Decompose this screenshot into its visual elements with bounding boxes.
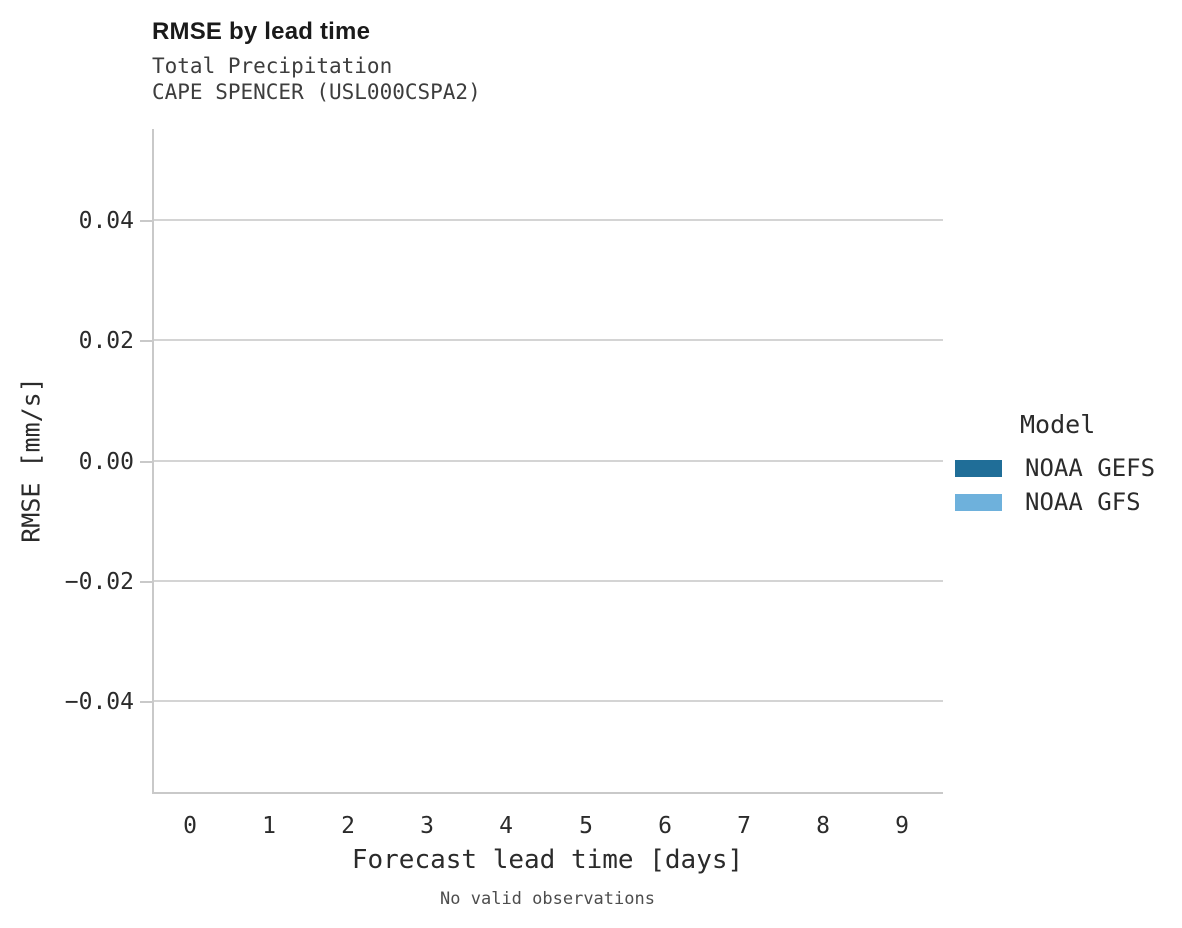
gridline-0.02	[154, 339, 943, 341]
y-tick-label: 0.04	[78, 208, 134, 234]
legend-swatch-noaa-gefs-icon	[955, 459, 1002, 477]
x-tick-label: 2	[341, 813, 355, 839]
x-tick-label: 5	[579, 813, 593, 839]
gridline-0.04	[154, 219, 943, 221]
x-tick-label: 3	[420, 813, 434, 839]
x-tick-label: 6	[658, 813, 672, 839]
x-tick-label: 1	[262, 813, 276, 839]
legend-label-noaa-gefs: NOAA GEFS	[1025, 454, 1156, 482]
y-tick-label: 0.02	[78, 328, 134, 354]
y-tick-mark	[140, 340, 152, 342]
x-tick-label: 4	[499, 813, 513, 839]
chart-title: RMSE by lead time	[152, 18, 371, 45]
x-tick-label: 0	[183, 813, 197, 839]
legend-entry-noaa-gefs: NOAA GEFS	[955, 451, 1155, 485]
plot-area	[152, 129, 943, 794]
x-tick-label: 9	[895, 813, 909, 839]
x-axis-title: Forecast lead time [days]	[351, 845, 744, 875]
legend-title: Model	[1020, 410, 1096, 439]
y-tick-mark	[140, 701, 152, 703]
x-tick-label: 7	[737, 813, 751, 839]
gridline-neg-0.04	[154, 700, 943, 702]
chart-subtitle: Total Precipitation CAPE SPENCER (USL000…	[152, 53, 481, 105]
subtitle-variable: Total Precipitation	[152, 54, 393, 78]
title-block: RMSE by lead time Total Precipitation CA…	[152, 18, 481, 105]
y-tick-mark	[140, 220, 152, 222]
x-tick-label: 8	[816, 813, 830, 839]
gridline-neg-0.02	[154, 580, 943, 582]
y-tick-label: −0.04	[64, 689, 134, 715]
subtitle-station: CAPE SPENCER (USL000CSPA2)	[152, 80, 481, 104]
no-observations-note: No valid observations	[440, 889, 655, 909]
y-tick-label: −0.02	[64, 569, 134, 595]
legend: Model NOAA GEFS NOAA GFS	[955, 410, 1155, 519]
y-tick-mark	[140, 461, 152, 463]
gridline-0.00	[154, 460, 943, 462]
legend-label-noaa-gfs: NOAA GFS	[1025, 488, 1141, 516]
legend-entry-noaa-gfs: NOAA GFS	[955, 485, 1155, 519]
y-tick-mark	[140, 581, 152, 583]
y-tick-label: 0.00	[78, 449, 134, 475]
legend-swatch-noaa-gfs-icon	[955, 493, 1002, 511]
